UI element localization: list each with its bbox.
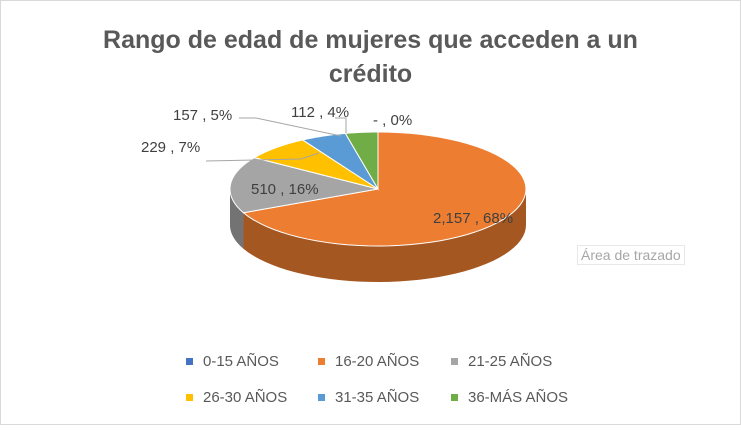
legend-label: 36-MÁS AÑOS [468,389,569,406]
data-label-0: - , 0% [373,112,412,129]
pie-slice-1 [242,131,527,247]
data-label-4: 157 , 5% [173,107,232,124]
leader-line-5 [335,117,347,133]
legend-label: 21-25 AÑOS [468,353,553,370]
title-line-1: Rango de edad de mujeres que acceden a u… [103,26,638,54]
chart-title: Rango de edad de mujeres que acceden a u… [1,23,740,91]
data-label-2: 510 , 16% [251,181,319,198]
legend-marker [451,394,458,401]
leader-line-4 [239,117,342,137]
legend-label: 16-20 AÑOS [335,353,420,370]
legend-marker [186,394,193,401]
pie-slice-2 [229,157,379,214]
legend-marker [451,358,458,365]
leader-line-3 [205,152,320,162]
data-label-5: 112 , 4% [291,104,349,121]
legend-marker [186,358,193,365]
pie-slice-3 [253,139,379,190]
legend-item-3: 26-30 AÑOS [186,389,287,406]
pie-chart: - , 0% 2,157 , 68% 510 , 16% 229 , 7% 157 , … [141,104,527,282]
pie-slice-5 [344,131,379,191]
legend-label: 26-30 AÑOS [203,389,288,406]
legend-label: 0-15 AÑOS [203,353,279,370]
legend-item-0: 0-15 AÑOS [186,353,279,370]
pie-side-1 [243,189,526,282]
legend-item-2: 21-25 AÑOS [451,353,552,370]
plot-area-tooltip: Área de trazado [577,245,685,265]
data-label-3: 229 , 7% [141,139,200,156]
title-line-2: crédito [328,60,413,88]
pie-slice-4 [301,132,379,190]
legend-marker [318,394,325,401]
legend-label: 31-35 AÑOS [335,389,420,406]
legend-item-1: 16-20 AÑOS [318,353,419,370]
legend-marker [318,358,325,365]
legend-item-5: 36-MÁS AÑOS [451,389,568,406]
data-label-1: 2,157 , 68% [433,210,513,227]
legend-item-4: 31-35 AÑOS [318,389,419,406]
pie-side-2 [230,189,244,249]
